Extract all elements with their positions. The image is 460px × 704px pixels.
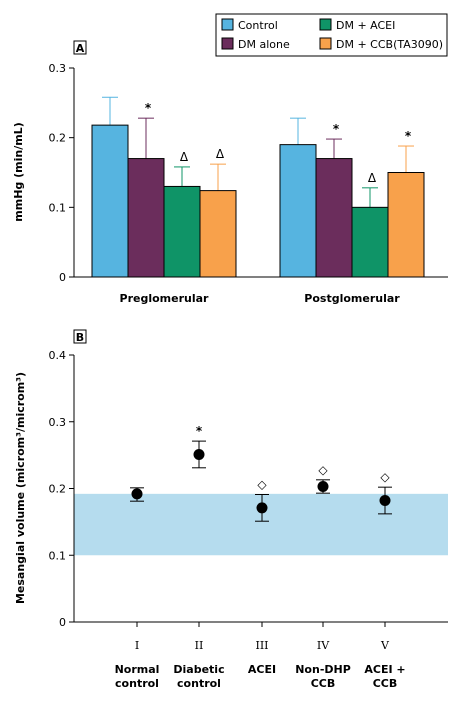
group-label: Postglomerular xyxy=(304,292,400,305)
category-label-line2: CCB xyxy=(311,677,336,690)
y-tick-label: 0.1 xyxy=(49,549,67,562)
significance-mark: * xyxy=(196,424,203,438)
panel-b-y-ticks: 0 0.1 0.2 0.3 0.4 xyxy=(49,349,74,629)
significance-mark: * xyxy=(333,122,340,136)
category-label-line1: ACEI + xyxy=(364,663,405,676)
data-point xyxy=(256,502,268,514)
data-point xyxy=(317,480,329,492)
panel-b-points: * ◇ ◇ ◇ xyxy=(130,424,392,522)
bar xyxy=(163,185,201,278)
significance-mark: Δ xyxy=(216,147,225,161)
panel-b-y-axis-title: Mesangial volume (microm³/microm³) xyxy=(14,372,27,604)
bar xyxy=(199,190,237,278)
significance-mark: ◇ xyxy=(380,470,390,484)
significance-mark: * xyxy=(405,129,412,143)
roman-numeral: V xyxy=(380,639,390,652)
legend-label: DM + ACEI xyxy=(336,19,395,32)
significance-mark: ◇ xyxy=(257,478,267,492)
significance-mark: * xyxy=(145,101,152,115)
significance-mark: ◇ xyxy=(318,463,328,477)
bar xyxy=(315,158,353,278)
y-tick-label: 0.3 xyxy=(49,62,67,75)
panel-b: B Mesangial volume (microm³/microm³) 0 0.… xyxy=(14,329,448,690)
legend: Control DM alone DM + ACEI DM + CCB(TA3090) xyxy=(215,13,448,57)
panel-a-group-labels: Preglomerular Postglomerular xyxy=(120,292,401,305)
y-tick-label: 0.2 xyxy=(49,483,67,496)
significance-mark: Δ xyxy=(368,171,377,185)
data-point xyxy=(131,488,143,500)
category-label-line1: Non-DHP xyxy=(295,663,351,676)
y-tick-label: 0 xyxy=(59,271,66,284)
bar xyxy=(279,144,317,278)
y-tick-label: 0.4 xyxy=(49,349,67,362)
y-tick-label: 0.1 xyxy=(49,201,67,214)
category-label-line1: Diabetic xyxy=(173,663,224,676)
panel-a-tag-box xyxy=(73,40,87,55)
bar xyxy=(127,158,165,278)
legend-swatch xyxy=(319,18,332,31)
y-tick-label: 0.3 xyxy=(49,416,67,429)
legend-label: DM + CCB(TA3090) xyxy=(336,38,443,51)
panel-a-y-axis-title: mmHg (min/mL) xyxy=(12,122,25,221)
legend-label: DM alone xyxy=(238,38,290,51)
group-label: Preglomerular xyxy=(120,292,210,305)
legend-swatch xyxy=(221,37,234,50)
roman-numeral: III xyxy=(255,639,268,652)
panel-a: A mmHg (min/mL) 0 0.1 0.2 0.3 * Δ Δ * Δ * Preglo… xyxy=(12,40,448,305)
significance-mark: Δ xyxy=(180,150,189,164)
category-label-line1: Normal xyxy=(115,663,160,676)
panel-b-category-labels: INormalcontrolIIDiabeticcontrolIIIACEIIV… xyxy=(115,622,406,690)
bar xyxy=(387,172,425,278)
category-label-line1: ACEI xyxy=(248,663,276,676)
data-point xyxy=(379,495,391,507)
panel-b-tag: B xyxy=(76,331,84,344)
bar xyxy=(351,206,389,278)
legend-swatch xyxy=(221,18,234,31)
legend-label: Control xyxy=(238,19,278,32)
panel-b-tag-box xyxy=(73,329,87,344)
y-tick-label: 0.2 xyxy=(49,132,67,145)
y-tick-label: 0 xyxy=(59,616,66,629)
bar xyxy=(91,124,129,278)
data-point xyxy=(193,448,205,460)
category-label-line2: control xyxy=(177,677,221,690)
panel-a-bars: * Δ Δ * Δ * xyxy=(91,96,425,278)
legend-items: Control DM alone DM + ACEI DM + CCB(TA3090) xyxy=(221,18,443,51)
panel-a-y-ticks: 0 0.1 0.2 0.3 xyxy=(49,62,74,284)
roman-numeral: I xyxy=(135,639,139,652)
category-label-line2: CCB xyxy=(373,677,398,690)
panel-a-tag: A xyxy=(76,42,85,55)
legend-swatch xyxy=(319,37,332,50)
roman-numeral: II xyxy=(195,639,204,652)
roman-numeral: IV xyxy=(317,639,330,652)
category-label-line2: control xyxy=(115,677,159,690)
